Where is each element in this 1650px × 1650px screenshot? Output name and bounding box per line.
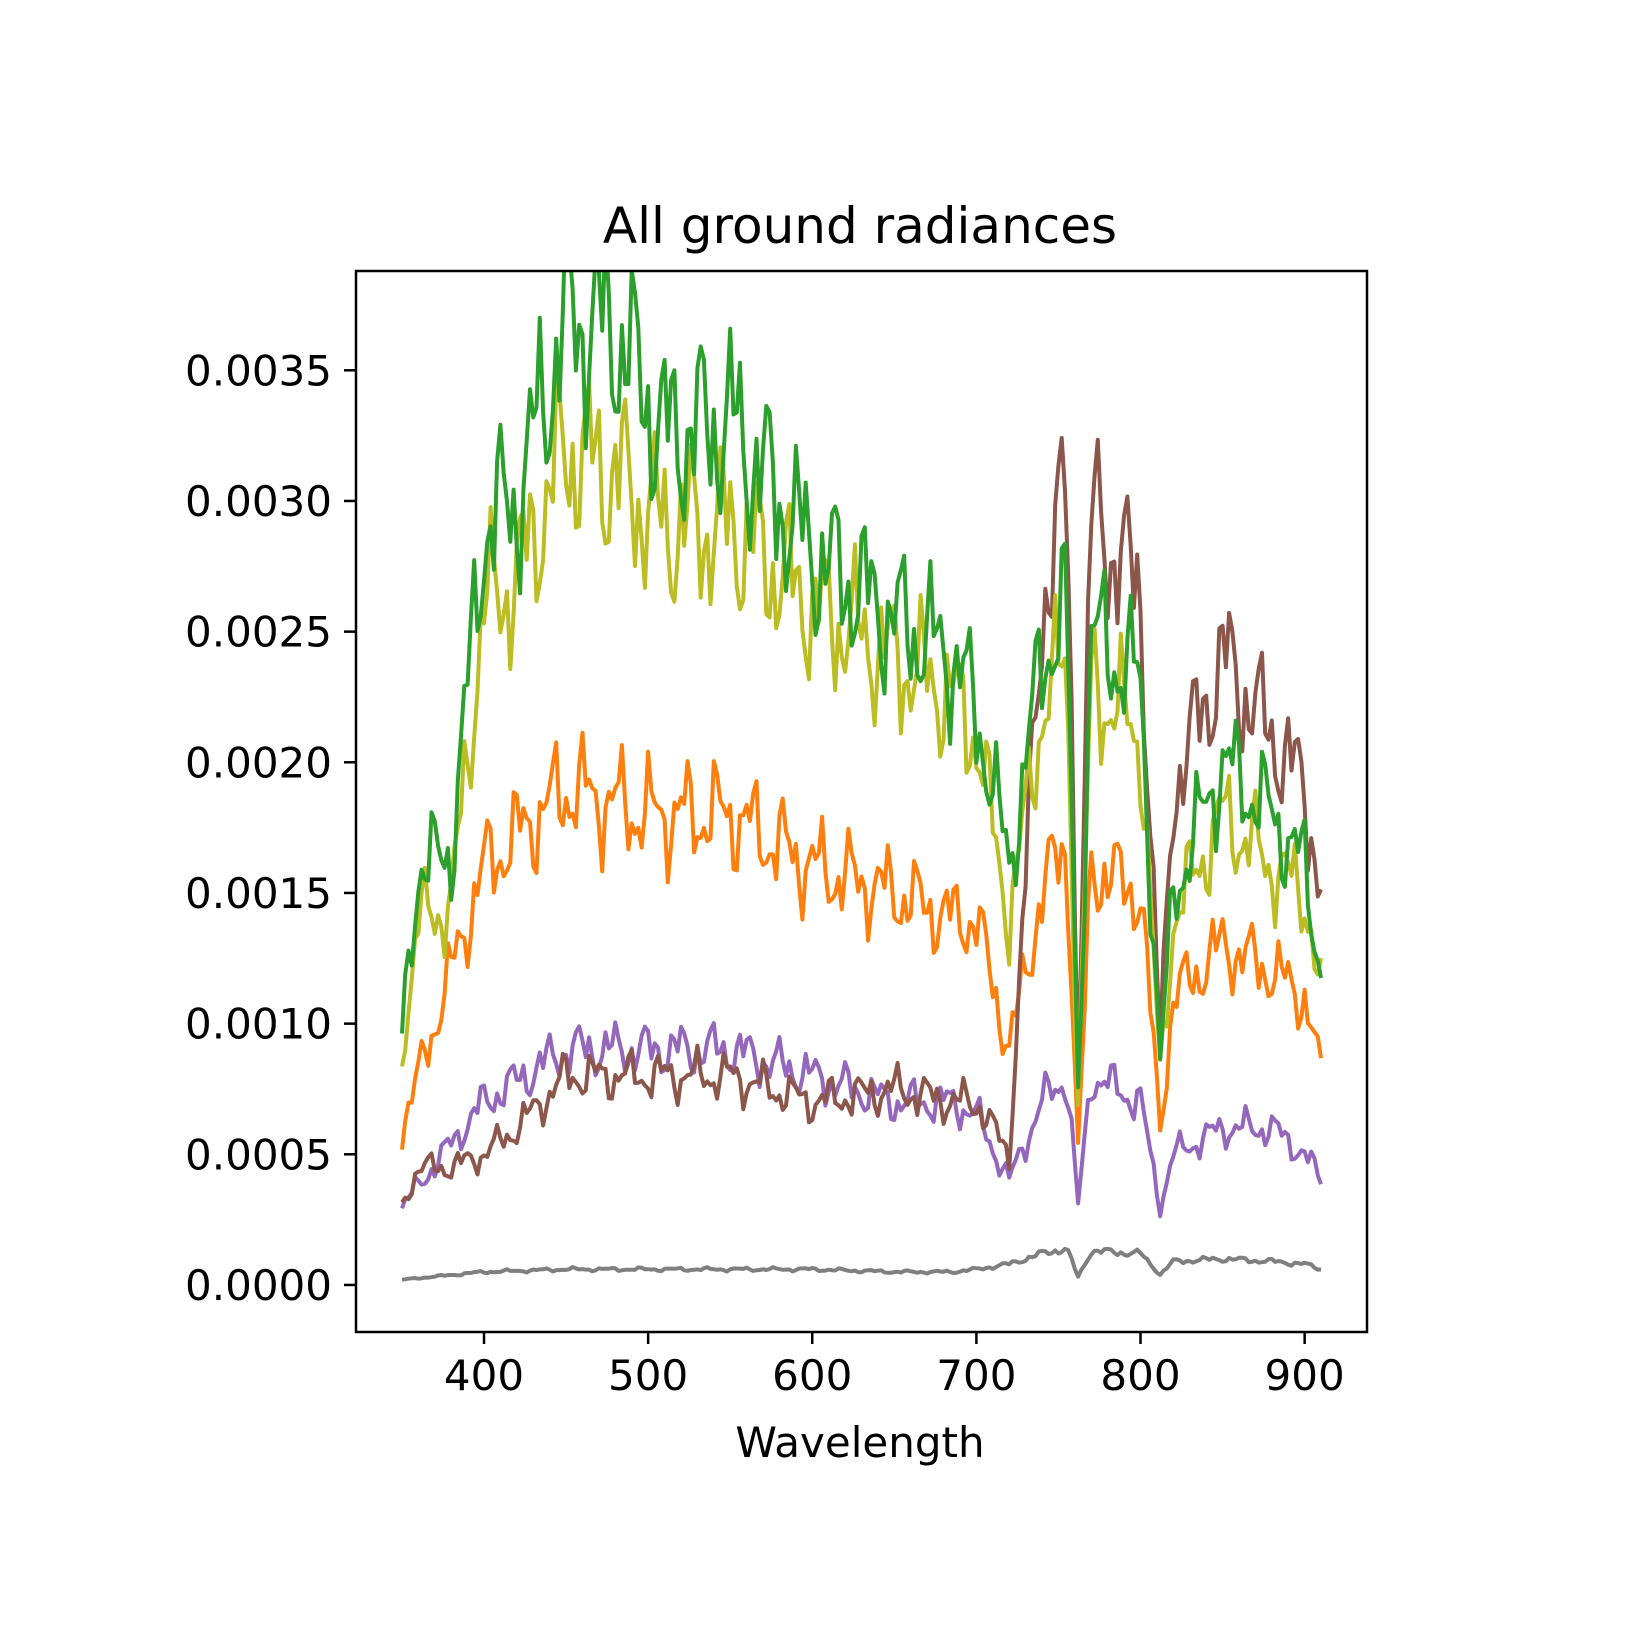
spectrum-line <box>400 730 1323 1150</box>
y-tick-label: 0.0010 <box>185 1000 332 1049</box>
spectrum-line <box>400 1020 1323 1219</box>
y-tick-label: 0.0035 <box>185 346 332 395</box>
spectrum-line <box>400 379 1323 1107</box>
y-tick-label: 0.0000 <box>185 1261 332 1310</box>
y-axis: 0.0000 0.0005 0.0010 0.0015 0.0020 0.0025 0.00… <box>185 346 356 1310</box>
y-tick-label: 0.0030 <box>185 477 332 526</box>
y-tick-label: 0.0005 <box>185 1130 332 1179</box>
x-axis: 400 500 600 700 800 900 <box>444 1332 1345 1400</box>
x-tick-label: 700 <box>936 1351 1016 1400</box>
x-tick-label: 600 <box>772 1351 852 1400</box>
spectrum-line <box>401 1246 1322 1282</box>
chart-title: All ground radiances <box>603 197 1117 255</box>
x-tick-label: 500 <box>608 1351 688 1400</box>
y-tick-label: 0.0025 <box>185 608 332 657</box>
x-axis-label: Wavelength <box>735 1418 984 1467</box>
x-tick-label: 400 <box>444 1351 524 1400</box>
series-layer <box>400 271 1323 1282</box>
y-tick-label: 0.0015 <box>185 869 332 918</box>
plot-frame <box>354 269 1369 1334</box>
y-tick-label: 0.0020 <box>185 738 332 787</box>
spectrum-line <box>400 271 1323 1090</box>
spectrum-line <box>400 435 1323 1204</box>
x-tick-label: 800 <box>1100 1351 1180 1400</box>
x-tick-label: 900 <box>1265 1351 1345 1400</box>
